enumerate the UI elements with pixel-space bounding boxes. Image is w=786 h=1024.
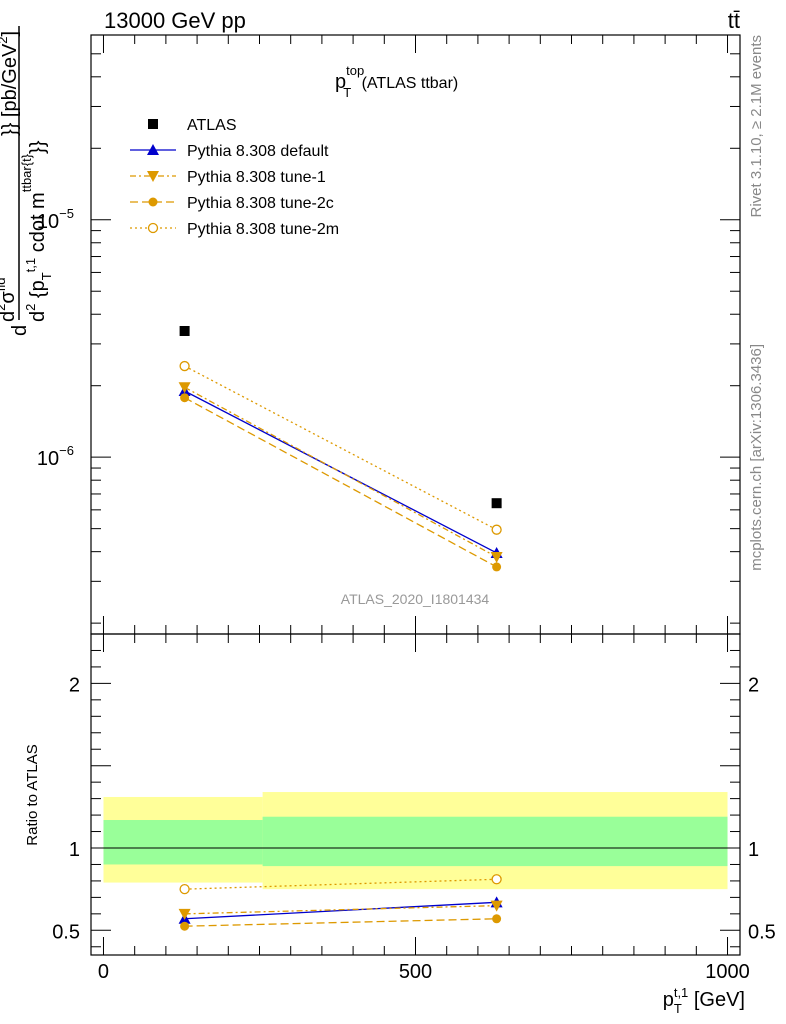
ratio-y-tick-label-left: 1	[69, 839, 80, 861]
ratio-point-3-1	[491, 874, 502, 885]
ratio-line-2	[184, 918, 497, 927]
ratio-point-2-0	[180, 921, 190, 931]
ratio-line-0	[184, 901, 497, 920]
ratio-y-tick-label-left: 0.5	[52, 921, 80, 943]
ratio-y-axis-label: Ratio to ATLAS	[24, 744, 41, 845]
rivet-version-label: Rivet 3.1.10, ≥ 2.1M events	[748, 35, 765, 218]
main-y-axis-label: d d2σfid d2 {pTt,1 cdot mttbar{t}}} }} […	[0, 26, 54, 336]
main-series-markers	[178, 325, 503, 572]
legend-marker-2	[147, 171, 159, 182]
legend-label-3: Pythia 8.308 tune-2c	[187, 195, 334, 212]
series-line-3	[184, 397, 497, 568]
ratio-point-1-1	[490, 900, 503, 912]
legend-marker-4	[147, 222, 159, 234]
main-axis-ticks	[91, 35, 740, 634]
plot-title-superscript: top	[346, 63, 364, 78]
header-energy-label: 13000 GeV pp	[104, 8, 246, 33]
ratio-y-tick-label-left: 2	[69, 674, 80, 696]
legend-label-4: Pythia 8.308 tune-2m	[187, 221, 339, 238]
svg-text:d2 {pTt,1 cdot mttbar{t}}}: d2 {pTt,1 cdot mttbar{t}}}	[19, 140, 54, 322]
legend-label-2: Pythia 8.308 tune-1	[187, 169, 326, 186]
data-point-s0-0	[179, 325, 190, 336]
plot-title: ptop T (ATLAS ttbar)	[335, 63, 458, 100]
ratio-y-tick-label-right: 0.5	[748, 921, 776, 943]
data-point-s3-0	[180, 393, 190, 403]
plot-title-base: p	[335, 71, 346, 93]
series-line-4	[184, 365, 497, 531]
svg-text:d2σfid: d2σfid	[0, 278, 19, 322]
analysis-watermark: ATLAS_2020_I1801434	[341, 591, 490, 607]
header-process-label: tt̄	[728, 8, 740, 33]
svg-text:d: d	[9, 325, 31, 336]
svg-text:}} [pb/GeV2]: }} [pb/GeV2]	[0, 31, 21, 136]
plot-title-subscript: T	[343, 85, 351, 100]
ratio-line-1	[184, 904, 497, 915]
ratio-y-tick-label-right: 1	[748, 839, 759, 861]
legend-label-1: Pythia 8.308 default	[187, 143, 329, 160]
ratio-axis-ticks	[91, 633, 740, 955]
uncertainty-band-green-1	[262, 816, 728, 867]
y-tick-label: 10−5	[37, 206, 74, 233]
ratio-tick-labels: 0.5 0.5 1 1 2 2 0 500 1000	[52, 674, 776, 983]
data-point-s3-1	[492, 562, 502, 572]
data-point-s4-0	[179, 360, 190, 372]
data-point-s0-1	[491, 498, 502, 509]
data-point-s2-0	[178, 382, 191, 394]
ratio-y-tick-label-right: 2	[748, 674, 759, 696]
legend: ATLAS Pythia 8.308 default Pythia 8.308 tu…	[130, 117, 339, 238]
ratio-point-2-1	[492, 914, 502, 924]
y-tick-label: 10−6	[37, 443, 74, 470]
ratio-line-3	[184, 878, 497, 890]
ratio-series-markers	[178, 874, 503, 931]
uncertainty-band-green-0	[103, 820, 263, 865]
data-point-s4-1	[491, 524, 502, 535]
ratio-series-lines	[184, 878, 497, 927]
ratio-point-3-0	[179, 884, 190, 895]
source-label: mcplots.cern.ch [arXiv:1306.3436]	[748, 344, 765, 571]
legend-marker-1	[147, 144, 159, 155]
legend-marker-3	[148, 197, 158, 207]
data-point-s2-1	[490, 551, 503, 563]
plot-title-suffix: (ATLAS ttbar)	[357, 75, 458, 92]
legend-marker-0	[148, 119, 158, 129]
series-line-2	[184, 386, 497, 558]
x-tick-label: 1000	[705, 961, 750, 983]
legend-label-0: ATLAS	[187, 117, 237, 134]
x-tick-label: 500	[399, 961, 432, 983]
x-axis-label: pTt,1 [GeV]	[663, 985, 745, 1016]
main-series-lines	[184, 365, 497, 568]
x-tick-label: 0	[98, 961, 109, 983]
ratio-point-1-0	[178, 908, 191, 920]
main-tick-labels: 10−6 10−5	[37, 206, 74, 470]
